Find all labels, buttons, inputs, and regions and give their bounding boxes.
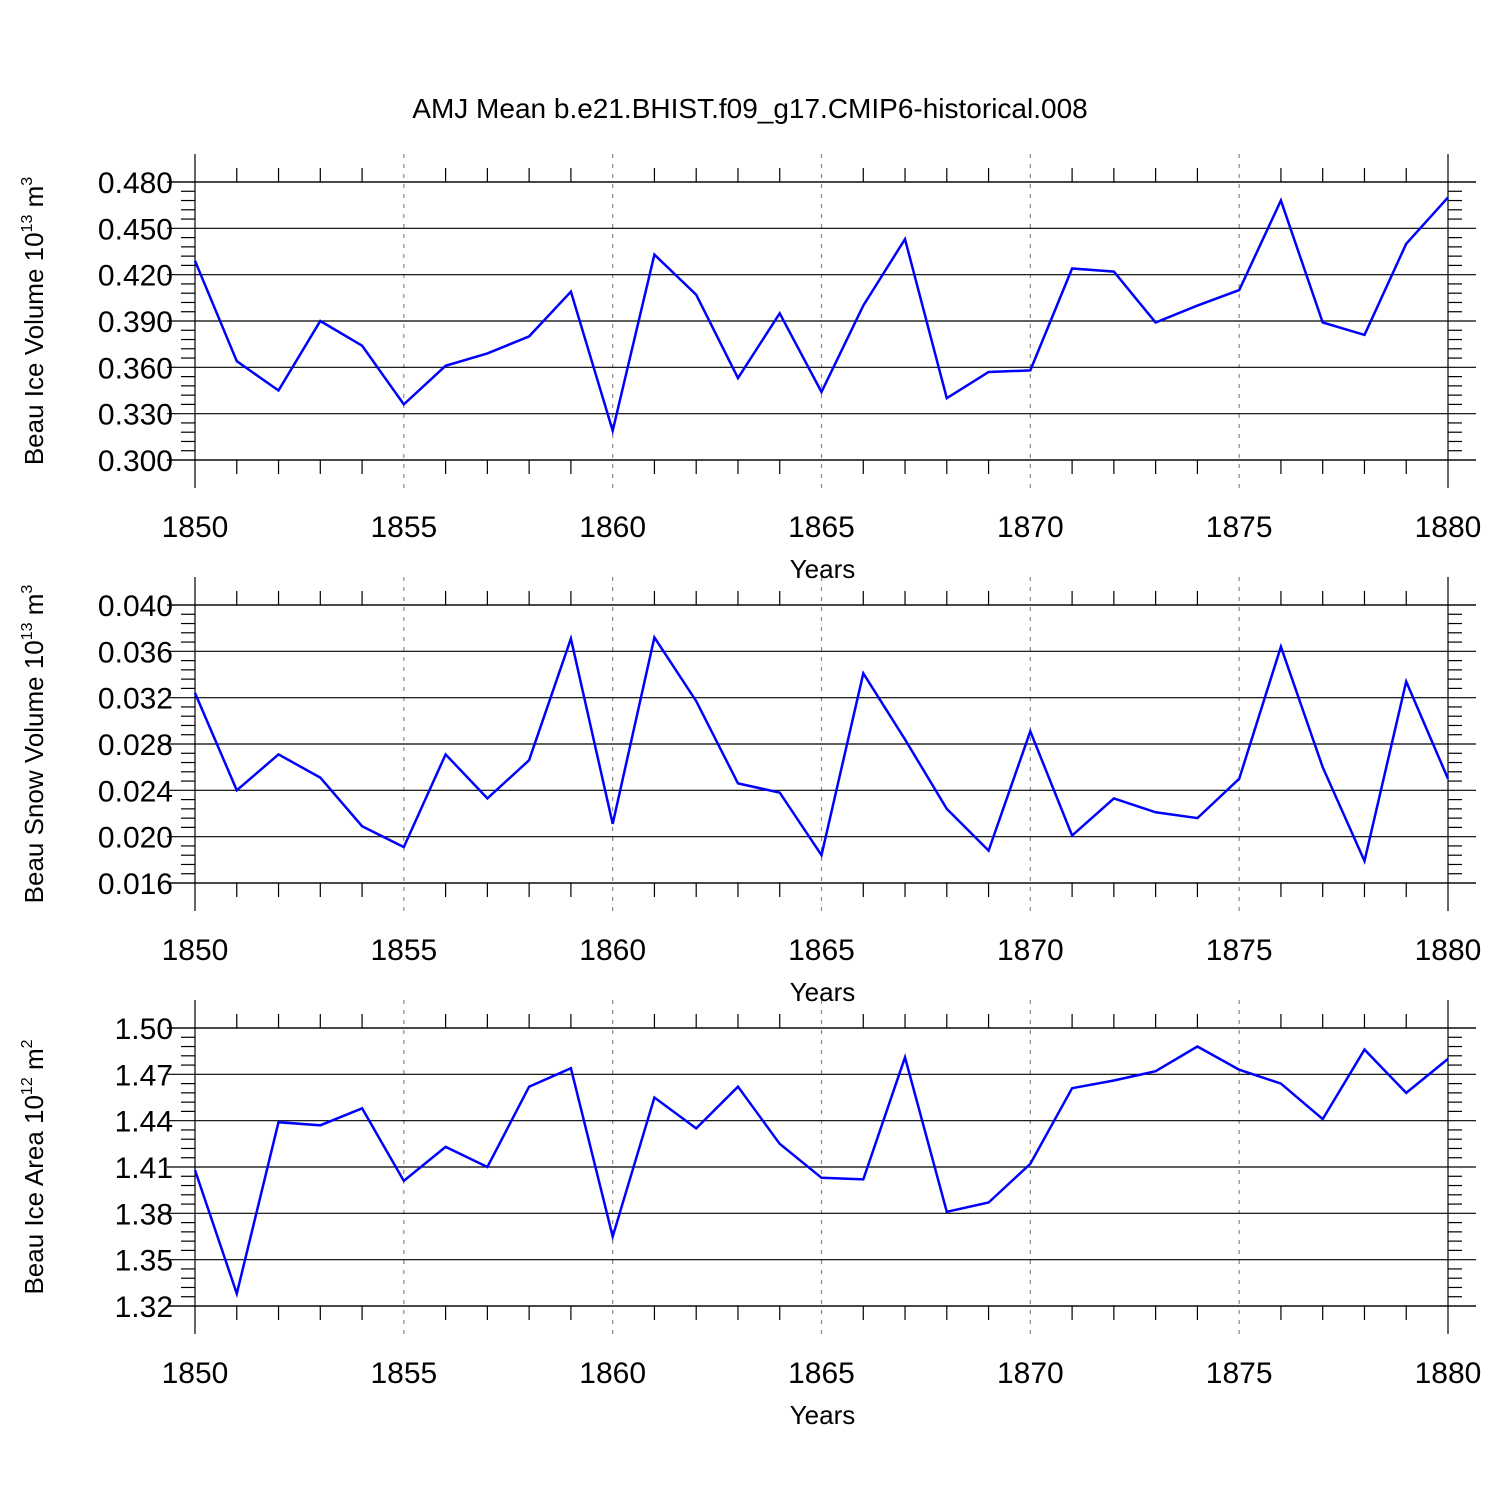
chart-panel-3: 1.32 1.35 1.38 1.41 1.44 1.47 1.50 1850 1855 1860… xyxy=(19,1000,1481,1430)
x-tick-label: 1875 xyxy=(1206,511,1273,544)
data-series-line xyxy=(193,634,1450,865)
y-tick-label: 0.450 xyxy=(98,213,173,246)
x-tick-label: 1880 xyxy=(1415,1357,1482,1390)
x-tick-label: 1855 xyxy=(370,1357,437,1390)
data-series-line xyxy=(193,1045,1449,1299)
y-tick-label: 1.32 xyxy=(115,1291,173,1324)
y-tick-label: 0.040 xyxy=(98,590,173,623)
y-tick-label: 0.300 xyxy=(98,445,173,478)
figure-title: AMJ Mean b.e21.BHIST.f09_g17.CMIP6-histo… xyxy=(412,93,1087,124)
chart-panel-2: 0.016 0.020 0.024 0.028 0.032 0.036 0.040 1850 1… xyxy=(19,577,1481,1007)
y-tick-label: 1.35 xyxy=(115,1245,173,1278)
x-tick-label: 1875 xyxy=(1206,934,1273,967)
x-tick-label: 1855 xyxy=(370,934,437,967)
y-tick-label: 0.360 xyxy=(98,352,173,385)
x-tick-label: 1850 xyxy=(162,934,229,967)
y-tick-label: 1.41 xyxy=(115,1152,173,1185)
y-tick-label: 1.44 xyxy=(115,1106,173,1139)
x-tick-label: 1880 xyxy=(1415,934,1482,967)
y-axis-label: Beau Ice Volume 1013 m3 xyxy=(19,177,49,465)
x-tick-label: 1850 xyxy=(162,1357,229,1390)
x-tick-label: 1870 xyxy=(997,934,1064,967)
x-tick-label: 1855 xyxy=(370,511,437,544)
x-tick-label: 1865 xyxy=(788,511,855,544)
y-tick-label: 0.390 xyxy=(98,306,173,339)
x-tick-label: 1865 xyxy=(788,1357,855,1390)
x-axis-label: Years xyxy=(790,977,856,1007)
y-axis-label: Beau Ice Area 1012 m2 xyxy=(19,1039,49,1294)
x-tick-label: 1870 xyxy=(997,511,1064,544)
x-tick-label: 1880 xyxy=(1415,511,1482,544)
chart-panel-1: 0.300 0.330 0.360 0.390 0.420 0.450 0.480 1850 1… xyxy=(19,154,1481,584)
x-tick-label: 1850 xyxy=(162,511,229,544)
y-tick-label: 1.38 xyxy=(115,1198,173,1231)
y-tick-label: 1.47 xyxy=(115,1059,173,1092)
y-tick-label: 0.480 xyxy=(98,167,173,200)
x-tick-label: 1865 xyxy=(788,934,855,967)
data-series-line xyxy=(193,196,1449,436)
y-tick-label: 0.020 xyxy=(98,822,173,855)
y-tick-label: 0.420 xyxy=(98,260,173,293)
x-tick-label: 1860 xyxy=(579,511,646,544)
y-tick-label: 0.032 xyxy=(98,683,173,716)
y-tick-label: 0.036 xyxy=(98,636,173,669)
y-tick-label: 1.50 xyxy=(115,1013,173,1046)
y-tick-label: 0.028 xyxy=(98,729,173,762)
x-tick-label: 1870 xyxy=(997,1357,1064,1390)
x-axis-label: Years xyxy=(790,1400,856,1430)
y-axis-label: Beau Snow Volume 1013 m3 xyxy=(19,585,49,904)
y-tick-label: 0.016 xyxy=(98,868,173,901)
x-tick-label: 1860 xyxy=(579,934,646,967)
x-tick-label: 1875 xyxy=(1206,1357,1273,1390)
x-tick-label: 1860 xyxy=(579,1357,646,1390)
y-tick-label: 0.330 xyxy=(98,399,173,432)
x-axis-label: Years xyxy=(790,554,856,584)
y-tick-label: 0.024 xyxy=(98,775,173,808)
